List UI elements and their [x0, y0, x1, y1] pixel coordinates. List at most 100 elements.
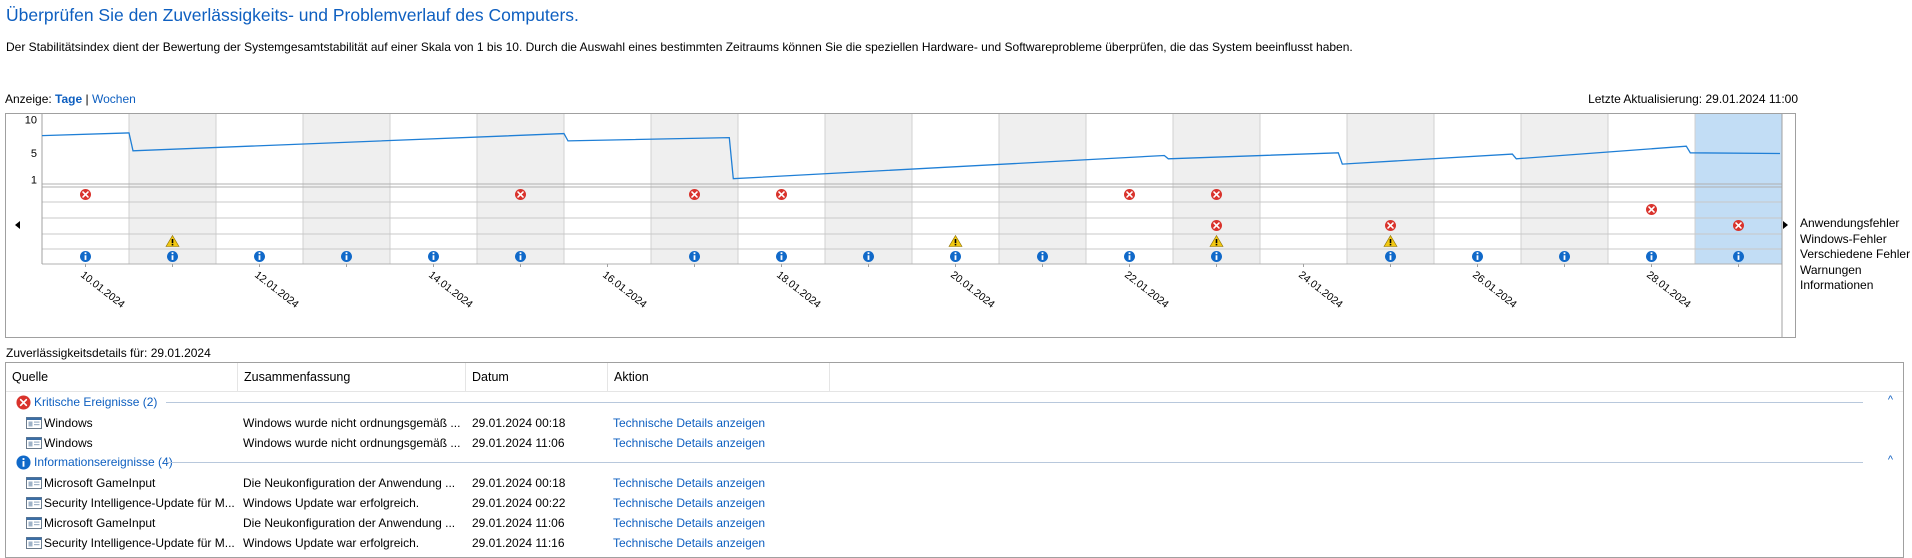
collapse-chevron-icon[interactable]: ^ [1887, 454, 1893, 466]
row-date: 29.01.2024 00:22 [472, 496, 566, 510]
table-row[interactable]: Security Intelligence-Update für M... Win… [6, 532, 1903, 552]
collapse-chevron-icon[interactable]: ^ [1887, 394, 1893, 406]
window-app-icon [26, 497, 42, 509]
warning-icon[interactable] [948, 234, 963, 247]
sort-ascending-icon: ^ [535, 362, 541, 369]
table-row[interactable]: Microsoft GameInput Die Neukonfiguration … [6, 472, 1903, 492]
column-header-action[interactable]: Aktion [608, 363, 830, 391]
stability-index-line [41, 132, 1781, 180]
event-group-title: Informationsereignisse (4) [34, 455, 173, 469]
information-icon[interactable] [254, 251, 265, 262]
information-icon[interactable] [167, 251, 178, 262]
technical-details-link[interactable]: Technische Details anzeigen [613, 476, 766, 490]
misc-error-icon[interactable] [1211, 220, 1222, 231]
chart-scroll-left-icon[interactable] [15, 221, 20, 229]
windows-error-icon[interactable] [1646, 204, 1657, 215]
application-error-icon[interactable] [515, 189, 526, 200]
table-row[interactable]: Windows Windows wurde nicht ordnungsgemäß… [6, 432, 1903, 452]
information-icon[interactable] [1124, 251, 1135, 262]
page-description: Der Stabilitätsindex dient der Bewertung… [6, 40, 1353, 54]
information-icon[interactable] [1385, 251, 1396, 262]
window-app-icon [26, 537, 42, 549]
technical-details-link[interactable]: Technische Details anzeigen [613, 416, 766, 430]
info-icon [16, 455, 31, 470]
date-tick-label: 26.01.2024 [1470, 269, 1519, 311]
information-icon[interactable] [341, 251, 352, 262]
table-body: Kritische Ereignisse (2) ^ Windows Windows … [6, 392, 1903, 552]
warning-icon[interactable] [165, 234, 180, 247]
chart-column[interactable] [390, 114, 477, 264]
chart-scroll-right-icon[interactable] [1783, 221, 1788, 229]
row-source: Windows [44, 436, 93, 450]
technical-details-link[interactable]: Technische Details anzeigen [613, 436, 766, 450]
application-error-icon[interactable] [1211, 189, 1222, 200]
row-date: 29.01.2024 11:06 [472, 436, 565, 450]
chart-column[interactable] [1260, 114, 1347, 264]
chart-column[interactable] [999, 114, 1086, 264]
information-icon[interactable] [689, 251, 700, 262]
view-days-link[interactable]: Tage [55, 92, 83, 106]
group-divider [166, 402, 1863, 403]
chart-column[interactable] [216, 114, 303, 264]
row-date: 29.01.2024 11:06 [472, 516, 565, 530]
column-header-date[interactable]: Datum [466, 363, 608, 391]
chart-column[interactable] [1608, 114, 1695, 264]
misc-error-icon[interactable] [1733, 220, 1744, 231]
technical-details-link[interactable]: Technische Details anzeigen [613, 536, 766, 550]
row-source: Security Intelligence-Update für M... [44, 536, 235, 550]
warning-icon[interactable] [1383, 234, 1398, 247]
chart-column[interactable] [1695, 114, 1782, 264]
application-error-icon[interactable] [689, 189, 700, 200]
chart-column[interactable] [564, 114, 651, 264]
legend-misc-errors: Verschiedene Fehler [1800, 247, 1911, 262]
application-error-icon[interactable] [1124, 189, 1135, 200]
column-header-source[interactable]: Quelle [6, 363, 238, 391]
information-icon[interactable] [1646, 251, 1657, 262]
view-selector: Anzeige: Tage | Wochen [5, 92, 136, 106]
date-tick-label: 12.01.2024 [252, 269, 301, 311]
application-error-icon[interactable] [776, 189, 787, 200]
technical-details-link[interactable]: Technische Details anzeigen [613, 496, 766, 510]
date-tick-label: 18.01.2024 [774, 269, 823, 311]
chart-column[interactable] [825, 114, 912, 264]
chart-legend: Anwendungsfehler Windows-Fehler Verschie… [1800, 216, 1910, 294]
chart-column[interactable] [1434, 114, 1521, 264]
date-tick-label: 10.01.2024 [78, 269, 127, 311]
warning-icon[interactable] [1209, 234, 1224, 247]
information-icon[interactable] [863, 251, 874, 262]
y-tick-label: 1 [31, 174, 37, 186]
date-tick-label: 24.01.2024 [1296, 269, 1345, 311]
row-summary: Windows wurde nicht ordnungsgemäß ... [243, 416, 461, 430]
information-icon[interactable] [1559, 251, 1570, 262]
row-summary: Windows wurde nicht ordnungsgemäß ... [243, 436, 461, 450]
information-icon[interactable] [1472, 251, 1483, 262]
row-summary: Die Neukonfiguration der Anwendung ... [243, 476, 456, 490]
event-group[interactable]: Kritische Ereignisse (2) ^ [6, 392, 1903, 412]
view-weeks-link[interactable]: Wochen [91, 92, 136, 106]
information-icon[interactable] [515, 251, 526, 262]
information-icon[interactable] [776, 251, 787, 262]
column-header-summary[interactable]: Zusammenfassung [238, 363, 466, 391]
table-row[interactable]: Windows Windows wurde nicht ordnungsgemäß… [6, 412, 1903, 432]
technical-details-link[interactable]: Technische Details anzeigen [613, 516, 766, 530]
information-icon[interactable] [1211, 251, 1222, 262]
table-row[interactable]: Security Intelligence-Update für M... Win… [6, 492, 1903, 512]
event-group[interactable]: Informationsereignisse (4) ^ [6, 452, 1903, 472]
table-header: Quelle Zusammenfassung Datum Aktion ^ [6, 363, 1903, 392]
chart-column[interactable] [303, 114, 390, 264]
stability-chart-svg: 10 5 1 10.01.2024 12.01.2024 14.01.2024 16.01.… [15, 114, 1788, 337]
information-icon[interactable] [950, 251, 961, 262]
table-row[interactable]: Microsoft GameInput Die Neukonfiguration … [6, 512, 1903, 532]
chart-column[interactable] [1521, 114, 1608, 264]
information-icon[interactable] [428, 251, 439, 262]
application-error-icon[interactable] [80, 189, 91, 200]
information-icon[interactable] [80, 251, 91, 262]
information-icon[interactable] [1733, 251, 1744, 262]
stability-chart[interactable]: 10 5 1 10.01.2024 12.01.2024 14.01.2024 16.01.… [5, 113, 1796, 338]
misc-error-icon[interactable] [1385, 220, 1396, 231]
row-date: 29.01.2024 00:18 [472, 476, 566, 490]
page-title: Überprüfen Sie den Zuverlässigkeits- und… [6, 5, 579, 25]
row-source: Microsoft GameInput [44, 476, 156, 490]
information-icon[interactable] [1037, 251, 1048, 262]
view-label: Anzeige: [5, 92, 52, 106]
